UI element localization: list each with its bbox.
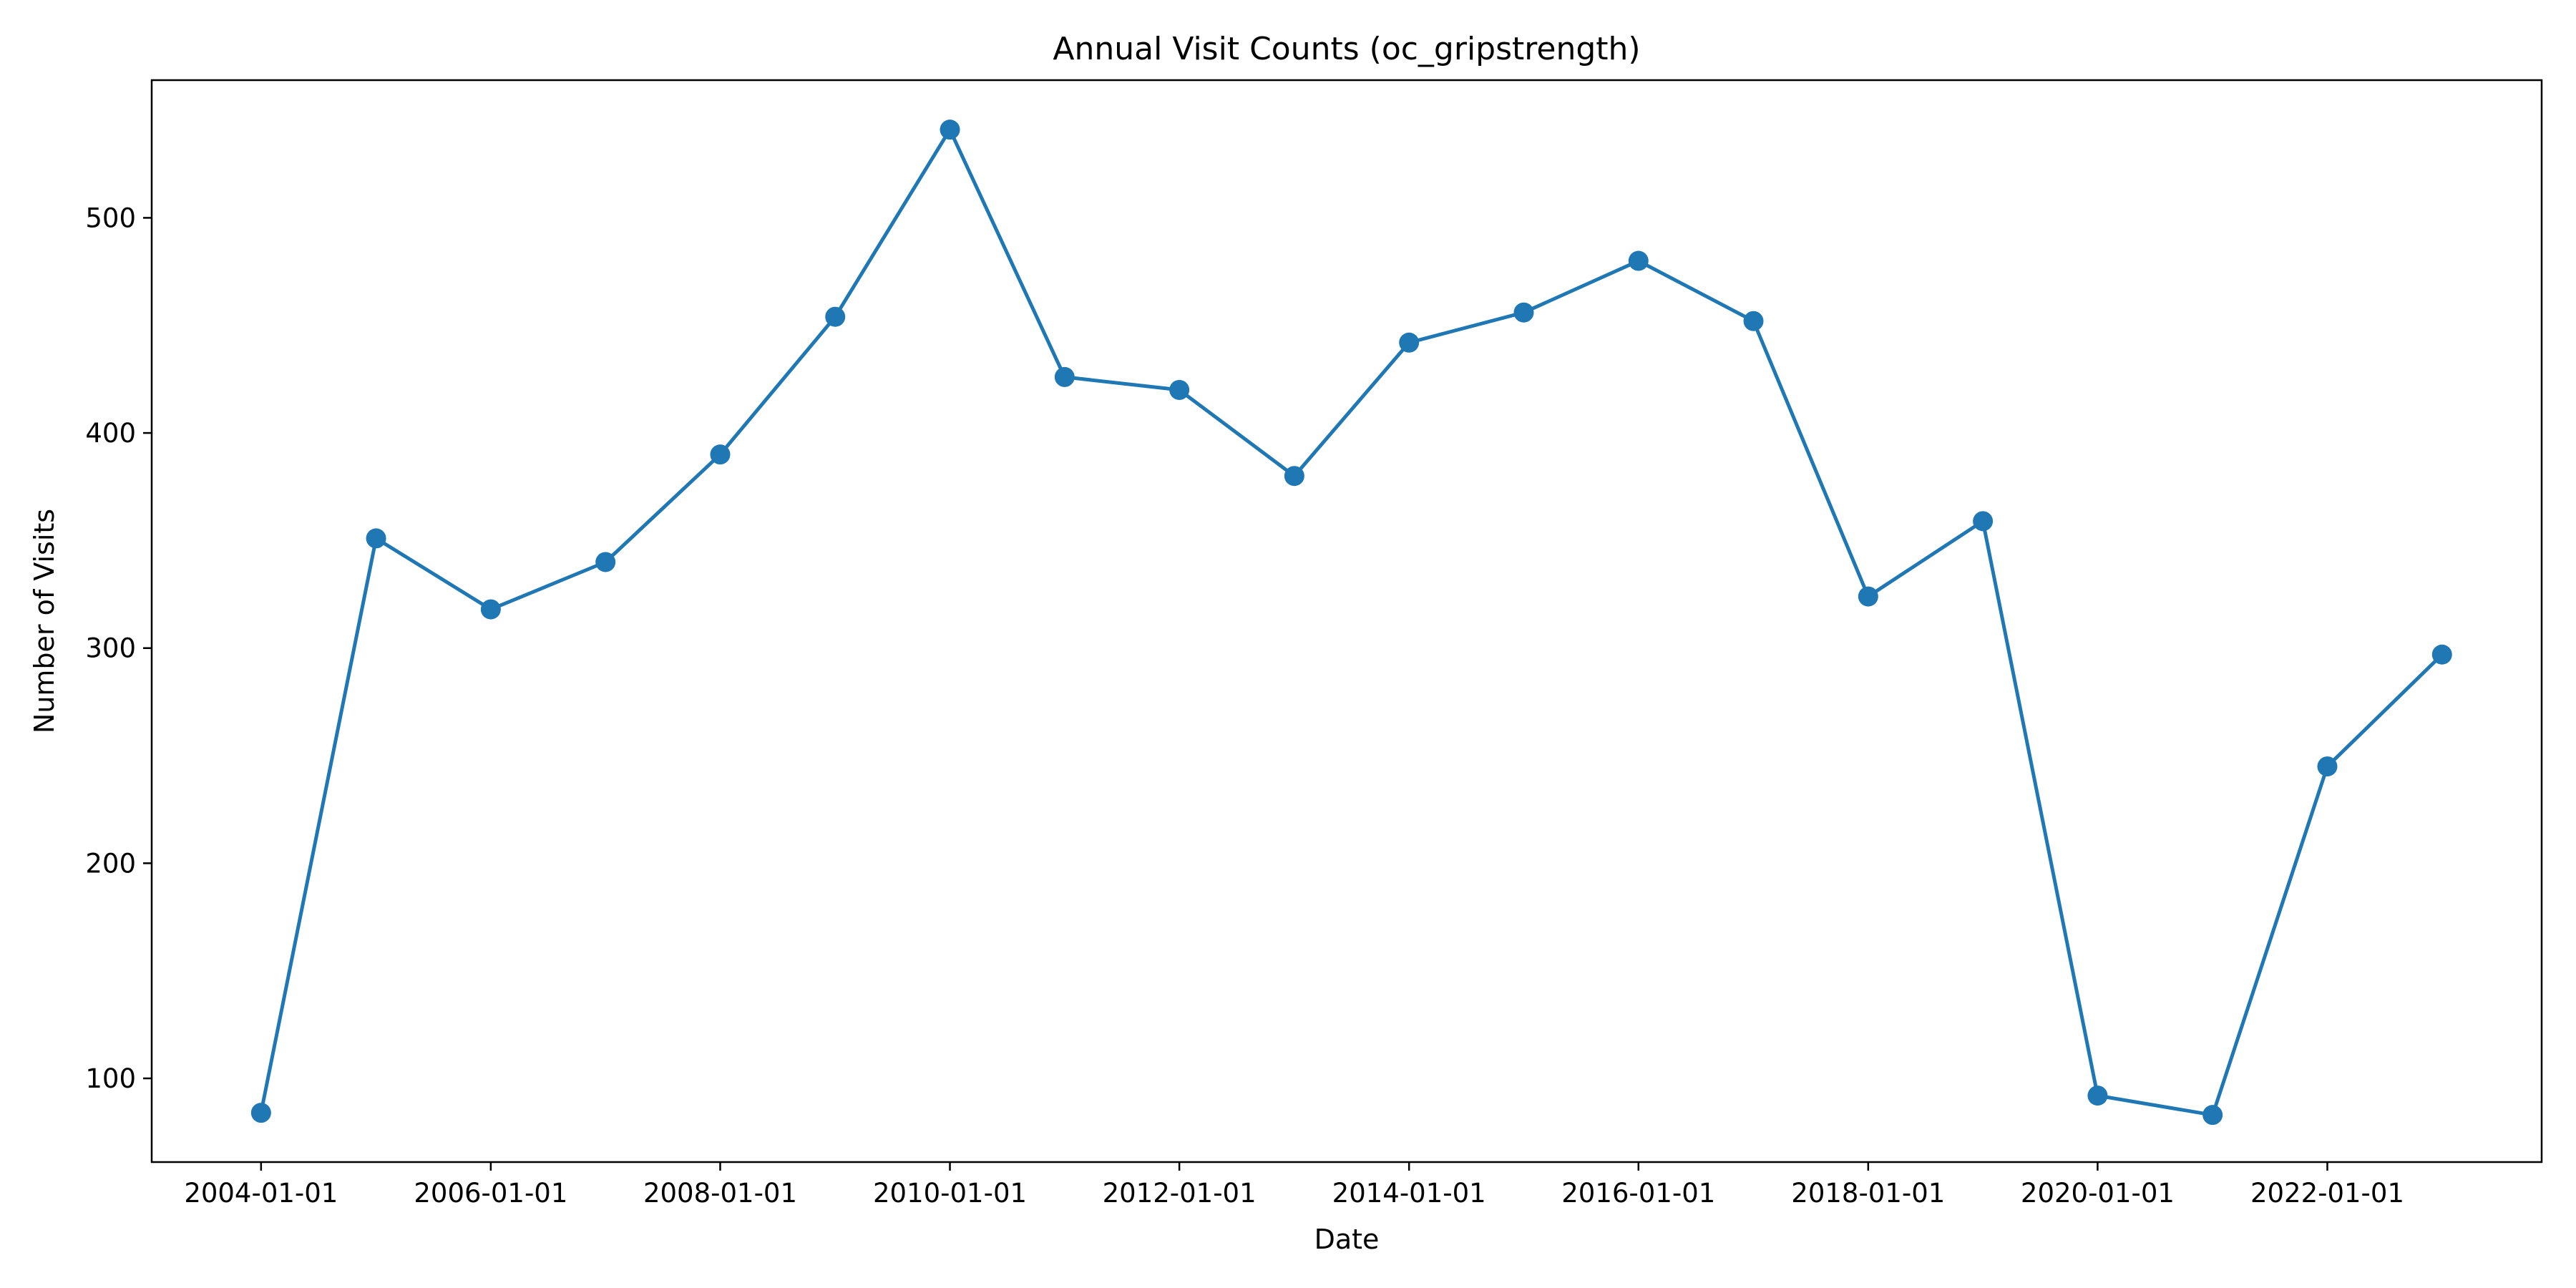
series-line [259,127,2444,1117]
data-point [710,444,731,465]
y-tick-label: 300 [85,633,136,664]
y-tick-label: 400 [85,418,136,449]
x-tick-label: 2004-01-01 [184,1178,338,1209]
data-point [1628,250,1649,271]
data-point [2431,644,2452,665]
data-point [2087,1085,2108,1106]
x-tick-label: 2006-01-01 [414,1178,567,1209]
data-point [1973,511,1994,532]
x-tick-label: 2014-01-01 [1332,1178,1486,1209]
x-tick-label: 2012-01-01 [1103,1178,1257,1209]
data-point [2202,1105,2223,1126]
data-point [1284,466,1304,487]
x-tick-label: 2022-01-01 [2250,1178,2404,1209]
x-tick-label: 2010-01-01 [873,1178,1027,1209]
chart-title: Annual Visit Counts (oc_gripstrength) [1053,31,1640,67]
plot-area [250,119,2452,1126]
x-tick-label: 2016-01-01 [1561,1178,1715,1209]
x-axis-label: Date [1314,1224,1380,1255]
y-axis-label: Number of Visits [29,509,60,733]
data-points [250,119,2452,1126]
data-point [940,119,960,140]
data-point [1054,366,1075,387]
data-point [366,528,386,549]
data-point [595,552,616,572]
x-tick-label: 2018-01-01 [1791,1178,1945,1209]
data-point [1743,311,1764,331]
y-tick-label: 100 [85,1063,136,1094]
data-point [250,1103,271,1123]
x-axis-ticks: 2004-01-01 2006-01-01 2008-01-01 2010-01-01… [184,1162,2404,1209]
data-point [1858,586,1878,607]
data-point [2317,756,2338,777]
y-tick-label: 500 [85,203,136,233]
y-axis-ticks: 100 200 300 400 500 [85,203,152,1094]
data-point [1169,379,1190,400]
x-tick-label: 2008-01-01 [643,1178,797,1209]
plot-frame [150,79,2543,1163]
data-point [1513,302,1534,323]
x-tick-label: 2020-01-01 [2021,1178,2175,1209]
y-tick-label: 200 [85,848,136,879]
data-point [825,306,846,327]
data-point [1399,332,1420,353]
data-point [480,599,501,620]
